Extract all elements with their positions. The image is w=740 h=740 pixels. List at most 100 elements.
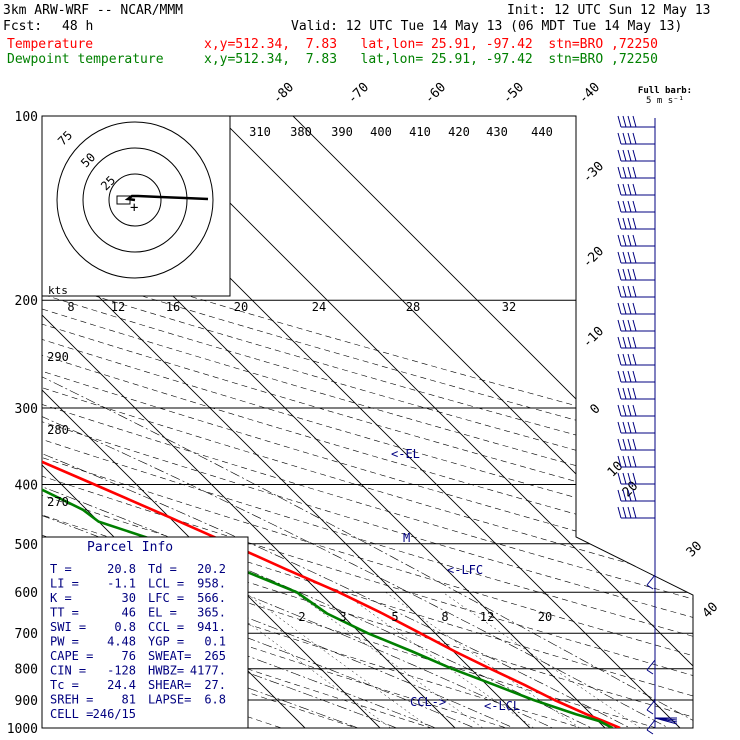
- parcel-param-label: CCL =: [148, 620, 184, 634]
- wind-barb-feather: [622, 489, 627, 502]
- moist-adiabat-line: [42, 299, 656, 728]
- wind-barb-feather: [632, 455, 637, 468]
- wind-barb-feather: [622, 183, 627, 196]
- parcel-param-value: 20.8: [107, 562, 136, 576]
- wind-barb: [617, 234, 655, 247]
- dry-adiabat-line: [42, 116, 397, 728]
- wind-barb-feather: [617, 217, 622, 230]
- wind-barb-feather: [632, 251, 637, 264]
- wind-barb-feather: [617, 234, 622, 247]
- isotherm-right-label: 0: [587, 401, 603, 417]
- isotherm-line: [0, 116, 5, 728]
- parcel-param-value: 30: [122, 591, 136, 605]
- wind-barb-feather: [632, 370, 637, 383]
- hodograph-center-cross: +: [130, 200, 138, 216]
- pressure-tick-label: 400: [15, 478, 38, 493]
- wind-barb-feather: [627, 200, 632, 213]
- parcel-param-value: 76: [122, 649, 136, 663]
- wind-barb-feather: [632, 200, 637, 213]
- hodograph-box: [41, 115, 231, 297]
- wind-barb-feather: [627, 370, 632, 383]
- wind-barb-feather: [632, 166, 637, 179]
- isotherm-line: [42, 116, 381, 728]
- isotherm-line: [292, 116, 693, 728]
- parcel-param-value: 265: [204, 649, 226, 663]
- parcel-param-value: -1.1: [107, 577, 136, 591]
- mixing-ratio-line: [342, 591, 534, 728]
- init-time: Init: 12 UTC Sun 12 May 13: [507, 3, 711, 18]
- wind-barb-feather: [632, 438, 637, 451]
- hodograph-trace: [124, 194, 209, 202]
- wind-barb: [617, 336, 655, 349]
- wind-barb-feather: [627, 438, 632, 451]
- mixing-ratio-upper-label: 28: [406, 300, 420, 314]
- wind-barb-feather: [632, 387, 637, 400]
- wind-barb: [646, 574, 656, 590]
- wind-barb-feather: [617, 489, 622, 502]
- isotherm-top-label: -70: [345, 80, 372, 107]
- wind-barb-feather: [622, 268, 627, 281]
- wind-barb-feather: [622, 455, 627, 468]
- isotherm-line: [42, 116, 531, 728]
- mixing-ratio-upper-label: 12: [111, 300, 125, 314]
- parcel-param-label: CAPE =: [50, 649, 93, 663]
- pressure-tick-label: 800: [15, 663, 38, 678]
- lcl-marker: <-LCL: [484, 699, 520, 713]
- barb-legend-title: Full barb:: [638, 86, 692, 96]
- wind-barb-feather: [627, 217, 632, 230]
- parcel-param-label: SHEAR=: [148, 678, 191, 692]
- parcel-param-value: 24.4: [107, 678, 136, 692]
- theta-label: 390: [331, 125, 353, 139]
- pressure-tick-label: 300: [15, 402, 38, 417]
- wind-barb-staff: [646, 659, 656, 671]
- wind-barb-feather: [632, 302, 637, 315]
- valid-time: Valid: 12 UTC Tue 14 May 13 (06 MDT Tue …: [291, 19, 683, 34]
- wind-barb: [617, 421, 655, 434]
- wind-barb-feather: [622, 217, 627, 230]
- isotherm-line: [217, 116, 693, 728]
- wind-barb-feather: [622, 472, 627, 485]
- temperature-location-info: x,y=512.34, 7.83 lat,lon= 25.91, -97.42 …: [204, 37, 658, 52]
- wind-barb-feather: [632, 268, 637, 281]
- parcel-param-value: 46: [122, 606, 136, 620]
- wind-barb-feather: [622, 251, 627, 264]
- dry-adiabat-line: [42, 116, 693, 728]
- isotherm-line: [142, 116, 693, 728]
- parcel-info-row: SREH = 81 LAPSE= 6.8: [50, 693, 226, 707]
- theta-label: 430: [486, 125, 508, 139]
- forecast-label: Fcst:: [3, 19, 43, 34]
- wind-barb: [617, 302, 655, 315]
- hodograph-units: kts: [48, 284, 68, 297]
- wind-barb: [617, 370, 655, 383]
- theta-label: 400: [370, 125, 392, 139]
- wind-barb-feather: [622, 166, 627, 179]
- wind-barb-feather: [617, 251, 622, 264]
- wind-barb-feather: [627, 285, 632, 298]
- wind-barb-feather: [617, 387, 622, 400]
- parcel-info-row: CELL = 246/15: [50, 707, 136, 721]
- parcel-param-label: LCL =: [148, 577, 184, 591]
- wind-barb: [617, 200, 655, 213]
- wind-barb-feather: [627, 421, 632, 434]
- parcel-param-label: SWEAT=: [148, 649, 191, 663]
- wind-barb-feather: [622, 404, 627, 417]
- mixing-ratio-upper-label: 24: [312, 300, 326, 314]
- parcel-param-label: SREH =: [50, 693, 93, 707]
- wind-barb-feather: [627, 336, 632, 349]
- moist-adiabat-line: [42, 299, 619, 728]
- parcel-param-label: Td =: [148, 562, 177, 576]
- parcel-param-value: 0.8: [114, 620, 136, 634]
- mixing-ratio-upper-label: 16: [166, 300, 180, 314]
- moist-adiabat-line: [42, 299, 693, 728]
- wind-barb-feather: [617, 421, 622, 434]
- wind-barb: [617, 166, 655, 179]
- pressure-tick-label: 200: [15, 294, 38, 309]
- wind-barb-feather: [627, 455, 632, 468]
- m-marker: M: [403, 531, 410, 545]
- wind-barb-feather: [632, 217, 637, 230]
- wind-barb-feather: [627, 472, 632, 485]
- parcel-param-label: LI =: [50, 577, 79, 591]
- wind-barb-feather: [617, 268, 622, 281]
- wind-barb-feather: [627, 387, 632, 400]
- mixing-ratio-lower-label: 3: [339, 610, 346, 624]
